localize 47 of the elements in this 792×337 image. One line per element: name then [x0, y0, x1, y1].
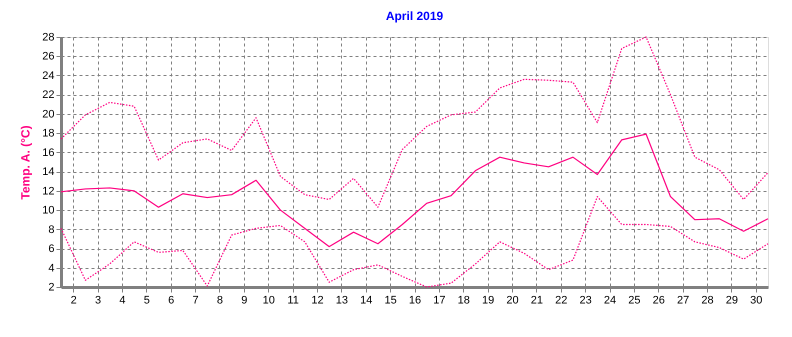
x-tick-label: 22 [555, 294, 568, 306]
x-tick-label: 30 [750, 294, 762, 306]
x-tick-label: 10 [262, 294, 275, 306]
x-tick-label: 12 [311, 294, 324, 306]
x-tick-label: 17 [433, 294, 446, 306]
line-series [60, 36, 769, 208]
y-tick-label: 28 [42, 32, 54, 44]
x-tick-label: 20 [506, 294, 519, 306]
y-tick-label: 12 [42, 185, 54, 198]
x-tick-label: 7 [192, 294, 199, 306]
x-tick-label: 25 [628, 294, 641, 306]
y-tick-label: 24 [42, 70, 54, 82]
y-tick-label: 8 [48, 224, 54, 236]
x-tick-label: 29 [726, 294, 738, 306]
x-tick-label: 19 [482, 294, 494, 306]
x-tick-label: 27 [677, 294, 690, 306]
x-tick-label: 6 [168, 294, 174, 306]
y-axis-title: Temp. A. (°C) [18, 125, 32, 200]
y-tick-label: 6 [48, 243, 54, 256]
y-tick-label: 18 [42, 128, 54, 140]
y-tick-label: 26 [42, 50, 54, 63]
x-tick-label: 21 [530, 294, 544, 306]
x-tick-label: 16 [408, 294, 422, 306]
y-tick-label: 2 [48, 282, 54, 294]
y-tick-label: 20 [42, 108, 54, 120]
x-tick-label: 4 [119, 294, 126, 306]
x-tick-label: 15 [384, 294, 397, 306]
y-tick-label: 14 [42, 166, 54, 178]
x-tick-label: 14 [360, 294, 372, 306]
x-tick-label: 3 [95, 294, 102, 306]
x-tick-label: 11 [287, 294, 299, 306]
x-tick-label: 5 [144, 294, 150, 306]
x-tick-label: 28 [701, 294, 714, 306]
x-tick-label: 24 [604, 294, 616, 306]
y-tick-label: 22 [42, 89, 54, 102]
x-tick-label: 18 [458, 294, 470, 306]
y-tick-label: 4 [48, 262, 54, 274]
x-tick-label: 26 [652, 294, 665, 306]
line-series [60, 134, 769, 248]
x-tick-label: 9 [241, 294, 248, 306]
x-tick-label: 8 [216, 294, 224, 306]
x-tick-label: 13 [336, 294, 348, 306]
y-tick-label: 10 [42, 204, 54, 217]
y-tick-label: 16 [42, 146, 54, 159]
chart-title: April 2019 [386, 9, 444, 23]
x-tick-label: 23 [580, 294, 592, 306]
x-tick-label: 2 [70, 294, 77, 306]
